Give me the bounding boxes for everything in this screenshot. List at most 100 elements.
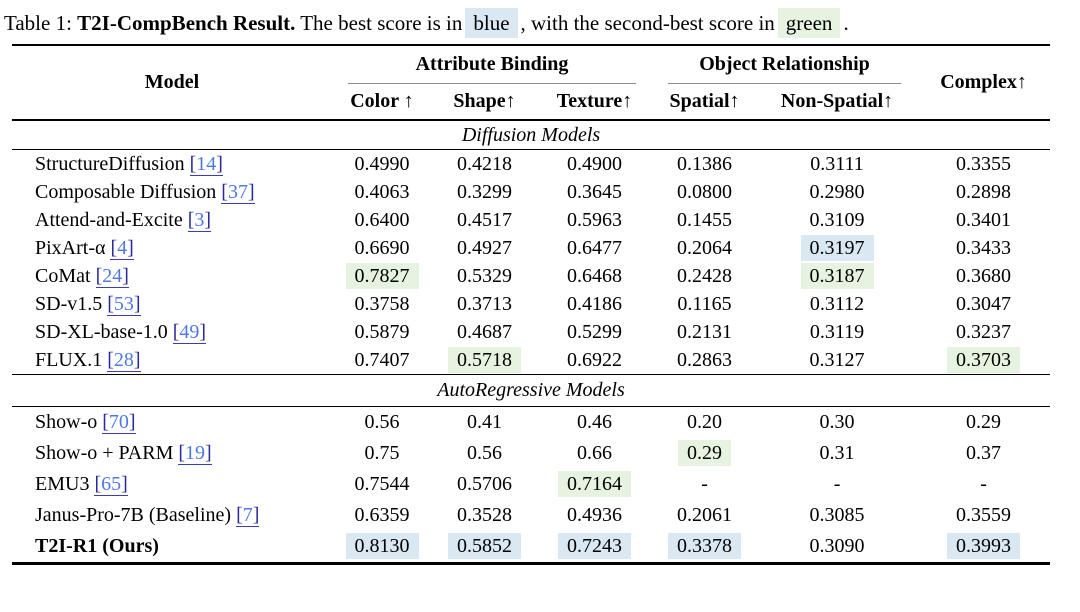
citation-number: 53 bbox=[113, 292, 134, 315]
score-value: 0.3528 bbox=[457, 504, 512, 526]
header-group2-label: Object Relationship bbox=[699, 53, 870, 75]
caption-label: Table 1: bbox=[4, 11, 78, 35]
score-value: 0.5963 bbox=[567, 208, 623, 231]
score-value: 0.4517 bbox=[457, 208, 512, 231]
score-value: 0.2428 bbox=[677, 264, 733, 287]
score-cell-nonspatial: 0.3109 bbox=[757, 206, 917, 234]
header-color: Color ↑ bbox=[350, 90, 414, 112]
score-value: 0.4927 bbox=[457, 236, 512, 259]
score-value: 0.7407 bbox=[354, 348, 410, 371]
citation-link[interactable]: [7] bbox=[236, 504, 260, 527]
citation-bracket-close: ] bbox=[204, 208, 212, 231]
score-cell-complex: 0.3703 bbox=[917, 346, 1050, 375]
score-value: 0.4063 bbox=[354, 180, 410, 203]
citation-link[interactable]: [14] bbox=[189, 152, 223, 176]
citation-bracket-close: ] bbox=[216, 152, 223, 175]
score-value: 0.5329 bbox=[457, 264, 512, 287]
header-nonspatial: Non-Spatial↑ bbox=[780, 90, 894, 112]
score-cell-texture: 0.4936 bbox=[537, 500, 652, 531]
model-name: PixArt-α bbox=[35, 236, 106, 259]
score-value: 0.7827 bbox=[345, 262, 419, 289]
citation-number: 37 bbox=[227, 180, 248, 203]
score-value: 0.30 bbox=[819, 411, 855, 433]
score-cell-nonspatial: 0.3112 bbox=[757, 290, 917, 318]
citation-bracket-open: [ bbox=[221, 180, 228, 203]
score-value: 0.3703 bbox=[947, 346, 1021, 373]
score-cell-nonspatial: 0.31 bbox=[757, 438, 917, 469]
score-value: 0.5299 bbox=[567, 320, 623, 343]
score-cell-complex: 0.2898 bbox=[917, 178, 1050, 206]
citation-link[interactable]: [53] bbox=[107, 292, 141, 316]
score-value: - bbox=[701, 473, 708, 495]
score-cell-complex: 0.37 bbox=[917, 438, 1050, 469]
header-complex: Complex↑ bbox=[940, 71, 1027, 93]
score-value: 0.31 bbox=[819, 442, 855, 464]
score-value: 0.56 bbox=[467, 442, 502, 464]
citation-link[interactable]: [3] bbox=[187, 208, 212, 232]
score-value: 0.3401 bbox=[956, 208, 1012, 231]
score-value: 0.46 bbox=[577, 411, 613, 433]
score-value: 0.2061 bbox=[677, 504, 733, 526]
citation-link[interactable]: [19] bbox=[178, 442, 212, 465]
score-value: 0.3299 bbox=[457, 180, 512, 203]
section-header-row: AutoRegressive Models bbox=[12, 374, 1051, 407]
citation-bracket-open: [ bbox=[178, 442, 186, 464]
citation-bracket-open: [ bbox=[102, 411, 109, 433]
score-value: 0.4990 bbox=[354, 152, 410, 175]
score-value: 0.4218 bbox=[457, 152, 512, 175]
header-group1-label: Attribute Binding bbox=[415, 53, 569, 75]
score-value: 0.1455 bbox=[677, 208, 733, 231]
score-value: 0.6922 bbox=[567, 348, 623, 371]
table-row: EMU3 [65] 0.7544 0.5706 0.7164 - - - bbox=[12, 469, 1050, 500]
table-row: Janus-Pro-7B (Baseline) [7] 0.6359 0.352… bbox=[12, 500, 1050, 531]
citation-number: 7 bbox=[242, 504, 253, 526]
model-cell: Attend-and-Excite [3] bbox=[12, 206, 332, 234]
score-value: 0.3119 bbox=[809, 320, 865, 343]
citation-link[interactable]: [4] bbox=[110, 236, 134, 260]
score-value: 0.3085 bbox=[809, 504, 865, 526]
section-title: Diffusion Models bbox=[12, 119, 1051, 150]
score-cell-shape: 0.5329 bbox=[432, 262, 537, 290]
table-row: Show-o [70] 0.56 0.41 0.46 0.20 0.30 0.2… bbox=[12, 407, 1050, 439]
score-value: 0.37 bbox=[966, 442, 1002, 464]
citation-bracket-close: ] bbox=[133, 348, 141, 371]
citation-bracket-open: [ bbox=[110, 236, 118, 259]
score-cell-texture: 0.46 bbox=[537, 407, 652, 439]
score-cell-shape: 0.3713 bbox=[432, 290, 537, 318]
model-name: CoMat bbox=[35, 264, 91, 287]
score-cell-shape: 0.4517 bbox=[432, 206, 537, 234]
header-texture: Texture↑ bbox=[556, 90, 633, 112]
score-cell-spatial: 0.1165 bbox=[652, 290, 757, 318]
score-value: 0.1386 bbox=[677, 152, 733, 175]
score-value: 0.3237 bbox=[956, 320, 1012, 343]
model-name: Attend-and-Excite bbox=[35, 208, 183, 231]
model-cell: Show-o + PARM [19] bbox=[12, 438, 332, 469]
score-cell-shape: 0.41 bbox=[432, 407, 537, 439]
citation-link[interactable]: [65] bbox=[94, 473, 128, 496]
score-cell-texture: 0.5299 bbox=[537, 318, 652, 346]
citation-link[interactable]: [37] bbox=[221, 180, 255, 204]
score-value: 0.4936 bbox=[567, 504, 623, 526]
score-value: 0.6690 bbox=[354, 236, 410, 259]
citation-link[interactable]: [70] bbox=[102, 411, 136, 434]
model-name: EMU3 bbox=[35, 473, 90, 495]
citation-bracket-close: ] bbox=[122, 264, 129, 287]
citation-link[interactable]: [24] bbox=[95, 264, 129, 288]
score-cell-complex: 0.3355 bbox=[917, 150, 1050, 179]
score-value: 0.8130 bbox=[345, 533, 419, 559]
caption-text-2: , with the second-best score in bbox=[520, 11, 775, 35]
model-name: Show-o + PARM bbox=[35, 442, 174, 464]
table-section: AutoRegressive Models Show-o [70] 0.56 0… bbox=[12, 374, 1051, 564]
score-cell-spatial: 0.2131 bbox=[652, 318, 757, 346]
citation-link[interactable]: [49] bbox=[172, 320, 207, 344]
score-value: 0.0800 bbox=[677, 180, 733, 203]
score-cell-nonspatial: 0.3111 bbox=[757, 150, 917, 179]
score-cell-nonspatial: 0.3090 bbox=[757, 531, 917, 564]
score-value: 0.4687 bbox=[457, 320, 512, 343]
score-cell-nonspatial: 0.3119 bbox=[757, 318, 917, 346]
table-row: Attend-and-Excite [3] 0.6400 0.4517 0.59… bbox=[12, 206, 1050, 234]
citation-link[interactable]: [28] bbox=[107, 348, 141, 372]
score-cell-spatial: 0.20 bbox=[652, 407, 757, 439]
score-value: 0.6359 bbox=[354, 504, 410, 526]
model-cell: SD-v1.5 [53] bbox=[12, 290, 332, 318]
